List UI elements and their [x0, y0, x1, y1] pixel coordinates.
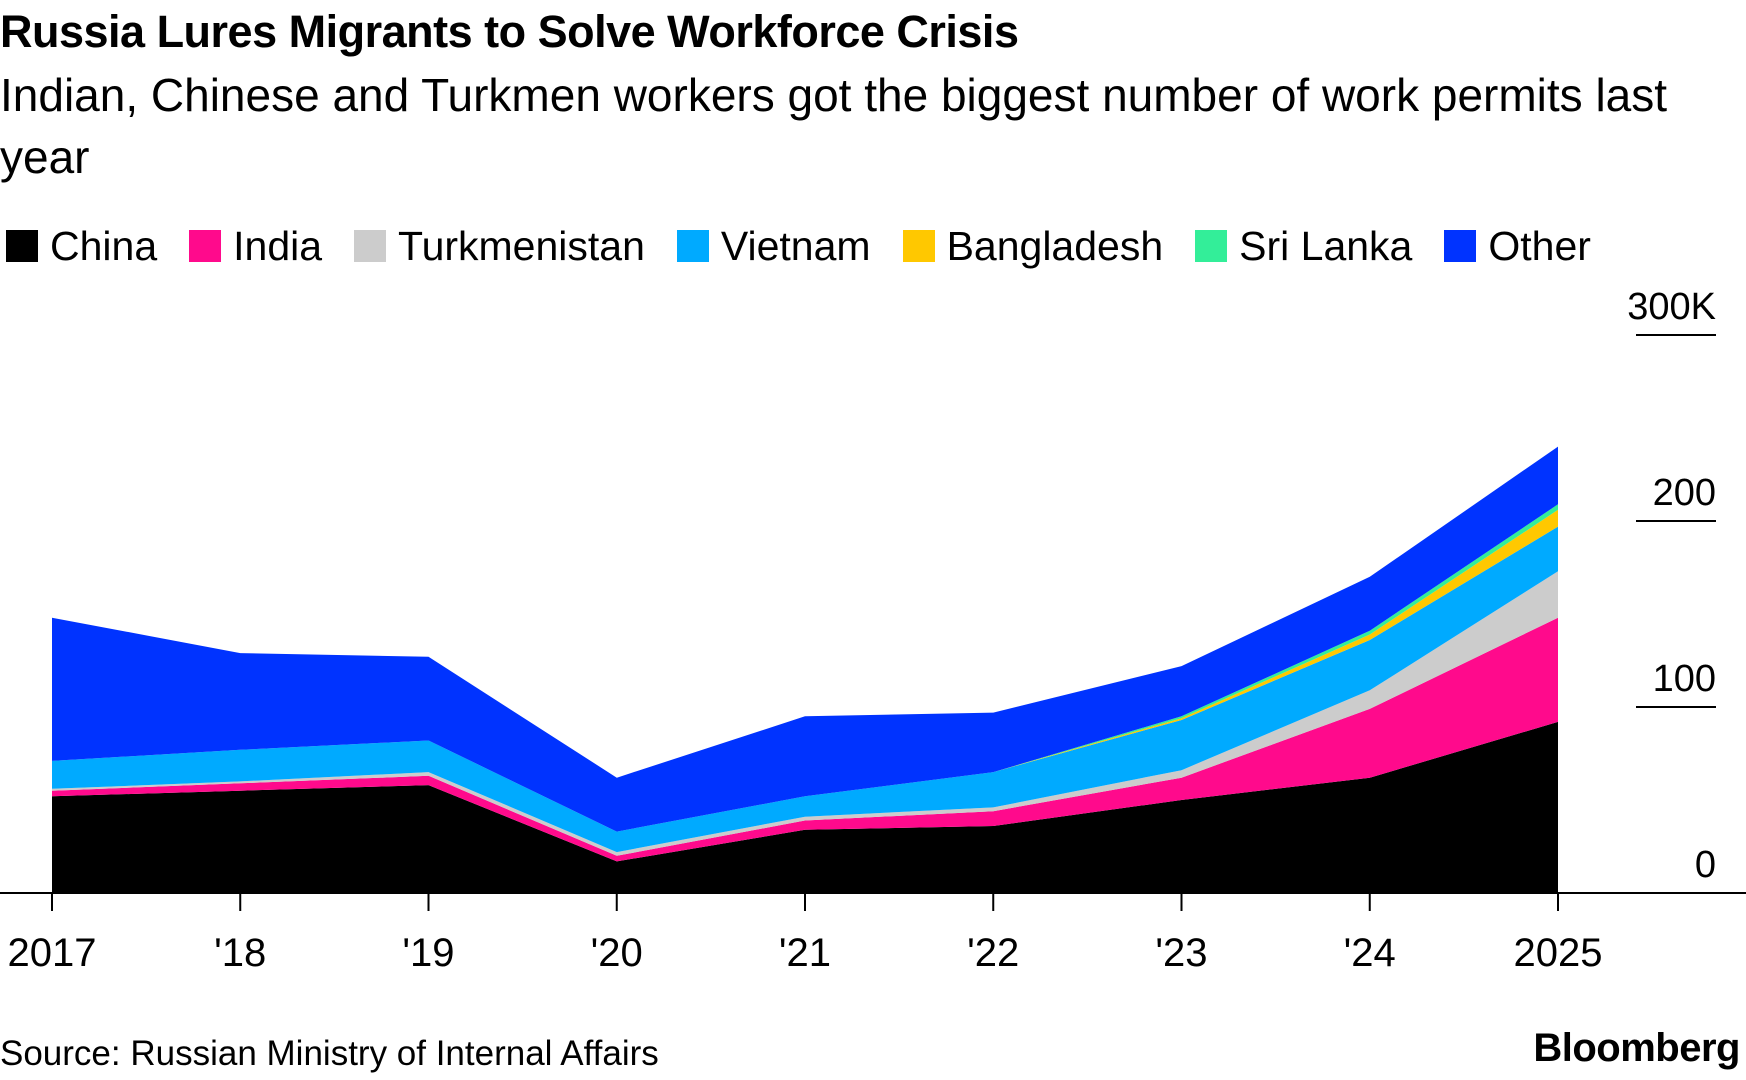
legend-label-vietnam: Vietnam — [720, 222, 871, 269]
legend-label-other: Other — [1488, 222, 1591, 269]
legend-item-china: China — [6, 223, 157, 270]
y-tick-label-200: 200 — [1653, 472, 1716, 514]
chart-title: Russia Lures Migrants to Solve Workforce… — [0, 6, 1019, 57]
x-tick-label-2025: 2025 — [1514, 931, 1603, 975]
legend-item-india: India — [189, 223, 322, 270]
legend-item-other: Other — [1444, 223, 1591, 270]
x-tick-label-2017: 2017 — [8, 931, 97, 975]
legend-label-india: India — [233, 222, 323, 269]
x-tick-label-24: '24 — [1344, 931, 1396, 975]
x-tick-label-18: '18 — [214, 931, 266, 975]
legend-label-turkmenistan: Turkmenistan — [398, 222, 645, 269]
legend-swatch-bangladesh — [902, 230, 935, 262]
x-tick-label-19: '19 — [402, 931, 454, 975]
legend: China India Turkmenistan Vietnam Bangladesh S… — [6, 220, 1623, 272]
x-tick-label-23: '23 — [1155, 931, 1207, 975]
legend-label-bangladesh: Bangladesh — [946, 222, 1164, 269]
legend-item-sri-lanka: Sri Lanka — [1195, 223, 1412, 270]
legend-swatch-sri-lanka — [1195, 230, 1228, 262]
x-tick-label-22: '22 — [967, 931, 1019, 975]
source-note: Source: Russian Ministry of Internal Aff… — [0, 1034, 659, 1073]
legend-item-vietnam: Vietnam — [676, 222, 871, 270]
chart-subtitle: Indian, Chinese and Turkmen workers got … — [0, 69, 1668, 183]
legend-item-turkmenistan: Turkmenistan — [354, 223, 645, 270]
legend-label-china: China — [50, 222, 158, 269]
y-tick-label-300k: 300K — [1627, 286, 1716, 328]
legend-swatch-other — [1444, 230, 1477, 262]
legend-swatch-turkmenistan — [354, 230, 387, 262]
bloomberg-logo: Bloomberg — [1533, 1026, 1740, 1070]
x-tick-label-21: '21 — [779, 931, 831, 975]
x-tick-label-20: '20 — [591, 931, 643, 975]
legend-swatch-india — [189, 230, 222, 262]
y-tick-label-0: 0 — [1695, 844, 1716, 886]
legend-swatch-china — [6, 230, 38, 262]
y-tick-label-100: 100 — [1653, 658, 1716, 700]
area-china — [52, 721, 1558, 893]
area-vietnam — [52, 526, 1558, 853]
area-other — [52, 446, 1558, 832]
legend-item-bangladesh: Bangladesh — [902, 222, 1164, 270]
legend-label-sri-lanka: Sri Lanka — [1239, 222, 1413, 269]
legend-swatch-vietnam — [676, 230, 709, 262]
